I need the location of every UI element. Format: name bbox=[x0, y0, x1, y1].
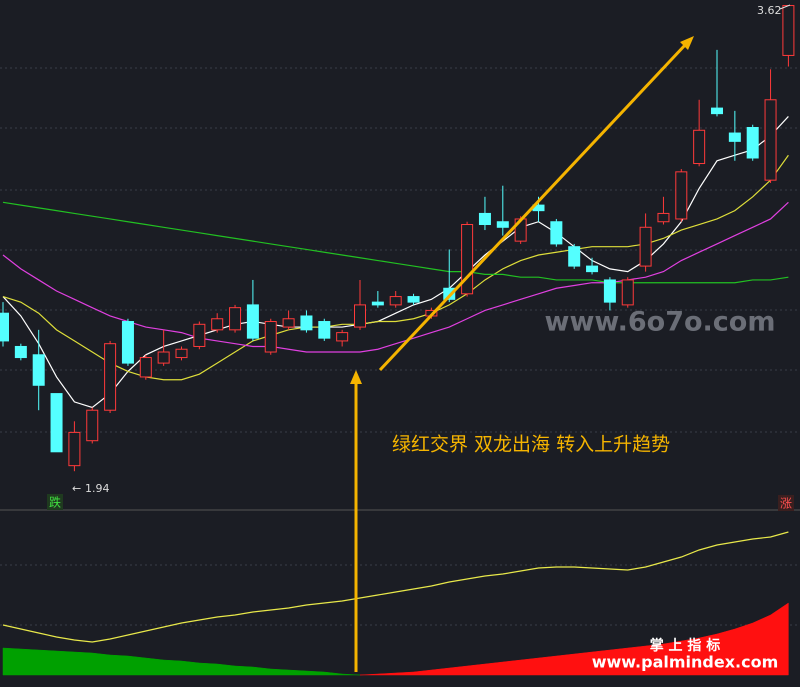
candle-body bbox=[657, 212, 670, 223]
candle-body bbox=[746, 127, 759, 159]
candle-body bbox=[568, 246, 581, 267]
candle-body bbox=[461, 224, 474, 295]
indicator-line bbox=[2, 531, 789, 643]
candle-body bbox=[86, 409, 99, 442]
candle-body bbox=[157, 351, 170, 364]
candle-body bbox=[550, 221, 563, 245]
candle-body bbox=[50, 393, 63, 453]
candle-body bbox=[14, 345, 27, 359]
up-box bbox=[778, 495, 794, 511]
min-label: 1.94 bbox=[85, 482, 110, 495]
indicator-area bbox=[2, 647, 361, 676]
candle-body bbox=[282, 318, 295, 328]
candle-body bbox=[693, 129, 706, 165]
down-box bbox=[47, 494, 63, 510]
candle-body bbox=[121, 321, 134, 364]
candle-body bbox=[175, 348, 188, 359]
brand-title: 掌 上 指 标 bbox=[650, 637, 721, 654]
moving-average bbox=[2, 116, 789, 409]
indicator-panel bbox=[2, 531, 789, 676]
candle-body bbox=[371, 301, 384, 306]
candle-body bbox=[104, 343, 117, 411]
candle-body bbox=[318, 321, 331, 339]
candle-body bbox=[389, 296, 402, 306]
candle-body bbox=[711, 107, 723, 115]
min-arrow: ← bbox=[72, 482, 81, 495]
candle-body bbox=[782, 5, 795, 56]
moving-average bbox=[2, 154, 789, 381]
candle-body bbox=[407, 296, 420, 303]
price-panel bbox=[0, 5, 795, 472]
candle-body bbox=[764, 99, 777, 181]
candle-body bbox=[300, 315, 313, 331]
arrows bbox=[350, 36, 694, 672]
grid bbox=[0, 67, 800, 626]
candle-body bbox=[68, 431, 81, 467]
candle-body bbox=[229, 307, 242, 331]
up-label: 涨 bbox=[780, 496, 792, 511]
annotation: 绿红交界 双龙出海 转入上升趋势 bbox=[392, 434, 670, 456]
candle-body bbox=[639, 226, 652, 267]
indicator-area bbox=[359, 602, 789, 676]
candle-body bbox=[139, 357, 152, 378]
candle-body bbox=[586, 265, 599, 273]
moving-average bbox=[2, 201, 789, 284]
max-label: 3.62 bbox=[757, 4, 782, 17]
candle-body bbox=[443, 287, 456, 300]
candle-body bbox=[246, 304, 259, 339]
candle-body bbox=[211, 318, 224, 331]
brand-url: www.palmindex.com bbox=[592, 653, 779, 672]
candle-body bbox=[675, 171, 688, 220]
candle-body bbox=[603, 279, 616, 303]
candle-body bbox=[478, 212, 491, 226]
candle-body bbox=[496, 221, 509, 228]
candle-body bbox=[193, 323, 206, 347]
watermark: www.6o7o.com bbox=[545, 307, 776, 338]
candle-body bbox=[354, 304, 366, 328]
candle-body bbox=[728, 132, 741, 142]
down-label: 跌 bbox=[49, 495, 61, 510]
max-pointer bbox=[779, 4, 791, 10]
candle-body bbox=[621, 279, 634, 306]
candle-body bbox=[336, 332, 349, 342]
candle-body bbox=[264, 321, 277, 353]
candle-body bbox=[0, 312, 9, 342]
candle-body bbox=[32, 354, 45, 386]
